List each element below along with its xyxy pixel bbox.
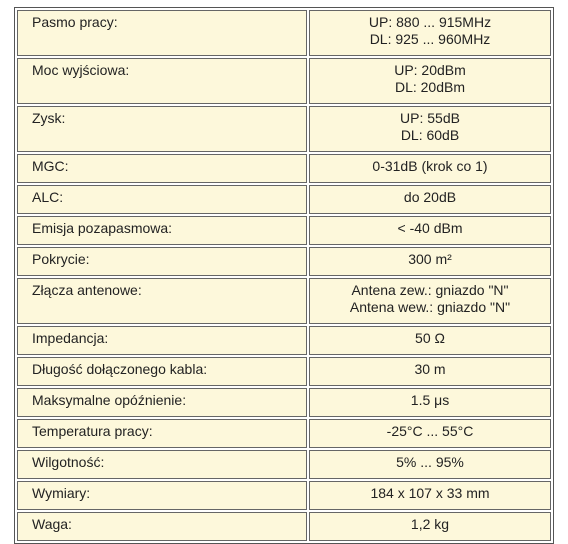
spec-table: Pasmo pracy: UP: 880 ... 915MHz DL: 925 ..… [14,7,554,544]
value-line: 300 m² [408,251,452,267]
spec-label: MGC: [17,154,307,183]
value-line: 184 x 107 x 33 mm [370,485,490,501]
value-line: UP: 20dBm [394,62,466,78]
spec-value: 1.5 μs [309,388,551,417]
spec-label: Pasmo pracy: [17,10,307,56]
spec-value: 50 Ω [309,326,551,355]
value-line: 5% ... 95% [396,454,464,470]
value-line: Antena zew.: gniazdo "N" [351,282,509,298]
value-line: UP: 55dB [400,110,460,126]
spec-value: UP: 880 ... 915MHz DL: 925 ... 960MHz [309,10,551,56]
spec-label: Moc wyjściowa: [17,58,307,104]
spec-value: < -40 dBm [309,216,551,245]
spec-row: Złącza antenowe: Antena zew.: gniazdo "N"… [17,278,551,324]
spec-value: UP: 20dBm DL: 20dBm [309,58,551,104]
spec-label: Temperatura pracy: [17,419,307,448]
spec-label: Wymiary: [17,481,307,510]
spec-row: Emisja pozapasmowa: < -40 dBm [17,216,551,245]
value-line: do 20dB [403,189,457,205]
spec-value: UP: 55dB DL: 60dB [309,106,551,152]
value-line: DL: 925 ... 960MHz [369,31,491,47]
spec-value: Antena zew.: gniazdo "N" Antena wew.: gni… [309,278,551,324]
value-line: 1.5 μs [410,392,450,408]
value-line: < -40 dBm [397,220,463,236]
spec-value: 300 m² [309,247,551,276]
spec-value: 184 x 107 x 33 mm [309,481,551,510]
spec-row: Zysk: UP: 55dB DL: 60dB [17,106,551,152]
spec-label: ALC: [17,185,307,214]
value-line: UP: 880 ... 915MHz [368,14,492,30]
value-line: DL: 60dB [400,127,460,143]
spec-row: Pasmo pracy: UP: 880 ... 915MHz DL: 925 ..… [17,10,551,56]
spec-row: Moc wyjściowa: UP: 20dBm DL: 20dBm [17,58,551,104]
spec-row: Impedancja: 50 Ω [17,326,551,355]
spec-row: ALC: do 20dB [17,185,551,214]
spec-value: do 20dB [309,185,551,214]
spec-label: Złącza antenowe: [17,278,307,324]
spec-row: Wymiary: 184 x 107 x 33 mm [17,481,551,510]
spec-value: 30 m [309,357,551,386]
spec-value: 5% ... 95% [309,450,551,479]
spec-label: Długość dołączonego kabla: [17,357,307,386]
spec-label: Maksymalne opóźnienie: [17,388,307,417]
spec-value: 0-31dB (krok co 1) [309,154,551,183]
spec-row: MGC: 0-31dB (krok co 1) [17,154,551,183]
value-line: Antena wew.: gniazdo "N" [349,299,511,315]
value-line: 1,2 kg [410,516,450,532]
spec-value: -25°C ... 55°C [309,419,551,448]
spec-row: Waga: 1,2 kg [17,512,551,541]
value-line: 50 Ω [415,330,445,346]
spec-value: 1,2 kg [309,512,551,541]
value-line: 30 m [414,361,446,377]
spec-row: Długość dołączonego kabla: 30 m [17,357,551,386]
spec-row: Pokrycie: 300 m² [17,247,551,276]
value-line: 0-31dB (krok co 1) [372,158,488,174]
spec-row: Maksymalne opóźnienie: 1.5 μs [17,388,551,417]
spec-label: Pokrycie: [17,247,307,276]
spec-label: Wilgotność: [17,450,307,479]
value-line: -25°C ... 55°C [386,423,474,439]
spec-label: Zysk: [17,106,307,152]
spec-row: Temperatura pracy: -25°C ... 55°C [17,419,551,448]
value-line: DL: 20dBm [394,79,466,95]
spec-row: Wilgotność: 5% ... 95% [17,450,551,479]
spec-label: Waga: [17,512,307,541]
spec-label: Emisja pozapasmowa: [17,216,307,245]
spec-label: Impedancja: [17,326,307,355]
